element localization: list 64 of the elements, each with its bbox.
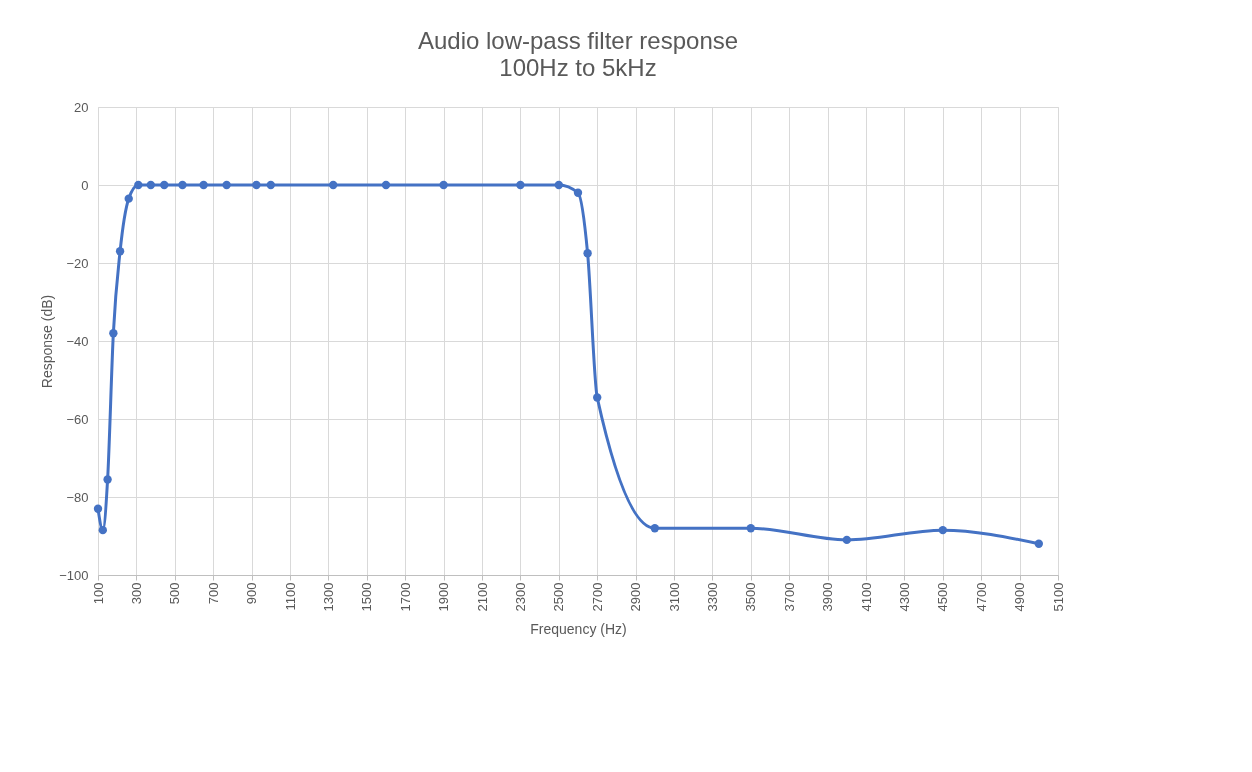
y-tick-label: 20 — [74, 99, 89, 115]
x-tick-label: 2700 — [589, 582, 605, 612]
x-tick-label: 2300 — [512, 582, 528, 612]
point — [266, 180, 275, 190]
x-tick-label: 3700 — [781, 582, 797, 612]
x-tick-label: 3300 — [704, 582, 720, 612]
x-tick-label: 4100 — [858, 582, 874, 612]
y-tick-label: −80 — [66, 489, 89, 505]
x-tick-label: 3500 — [743, 582, 759, 612]
point — [842, 535, 851, 545]
y-tick-label: −60 — [66, 411, 89, 427]
x-tick-label: 300 — [128, 582, 144, 605]
point — [252, 180, 261, 190]
point — [583, 249, 592, 258]
point — [103, 475, 112, 484]
y-tick-label: −40 — [66, 333, 89, 349]
x-tick-label: 700 — [205, 582, 221, 605]
x-tick-label: 1500 — [359, 582, 375, 612]
x-tick-label: 1300 — [320, 582, 336, 612]
y-tick-label: 0 — [81, 177, 89, 193]
point — [134, 180, 143, 190]
x-tick-label: 500 — [167, 582, 183, 605]
x-tick-label: 1100 — [282, 582, 298, 611]
x-tick-label: 4300 — [896, 582, 912, 612]
point — [124, 194, 133, 203]
point — [93, 504, 103, 513]
point — [593, 393, 602, 402]
point — [115, 247, 125, 256]
chart-title: Audio low-pass filter response — [417, 27, 739, 54]
point — [109, 329, 118, 338]
x-tick-label: 5100 — [1050, 582, 1066, 612]
chart-subtitle: 100Hz to 5kHz — [499, 54, 657, 81]
point — [573, 188, 583, 197]
point — [199, 180, 208, 190]
x-tick-label: 2500 — [551, 582, 567, 612]
point — [1034, 539, 1043, 548]
point — [439, 180, 448, 190]
x-tick-label: 3100 — [666, 582, 682, 612]
y-tick-label: −100 — [59, 567, 89, 583]
point — [381, 180, 391, 190]
point — [554, 180, 563, 190]
x-tick-label: 1900 — [436, 582, 452, 612]
point — [160, 180, 169, 190]
point — [222, 180, 231, 190]
point — [938, 525, 947, 535]
y-tick-label: −20 — [66, 255, 89, 271]
x-tick-label: 3900 — [820, 582, 836, 612]
point — [329, 180, 338, 190]
point — [650, 524, 659, 533]
point — [98, 525, 107, 535]
point — [746, 524, 755, 533]
point — [516, 180, 525, 190]
x-tick-label: 4700 — [973, 582, 989, 612]
x-tick-label: 2900 — [628, 582, 644, 612]
x-tick-label: 900 — [244, 582, 260, 605]
x-axis-title: Frequency (Hz) — [530, 621, 627, 638]
point — [178, 180, 187, 190]
x-tick-label: 100 — [90, 582, 106, 605]
point — [146, 180, 155, 190]
x-tick-label: 1700 — [397, 582, 413, 612]
x-tick-label: 4900 — [1012, 582, 1028, 612]
x-tick-label: 2100 — [474, 582, 490, 612]
y-axis-title: Response (dB) — [39, 294, 56, 389]
x-tick-label: 4500 — [935, 582, 951, 612]
